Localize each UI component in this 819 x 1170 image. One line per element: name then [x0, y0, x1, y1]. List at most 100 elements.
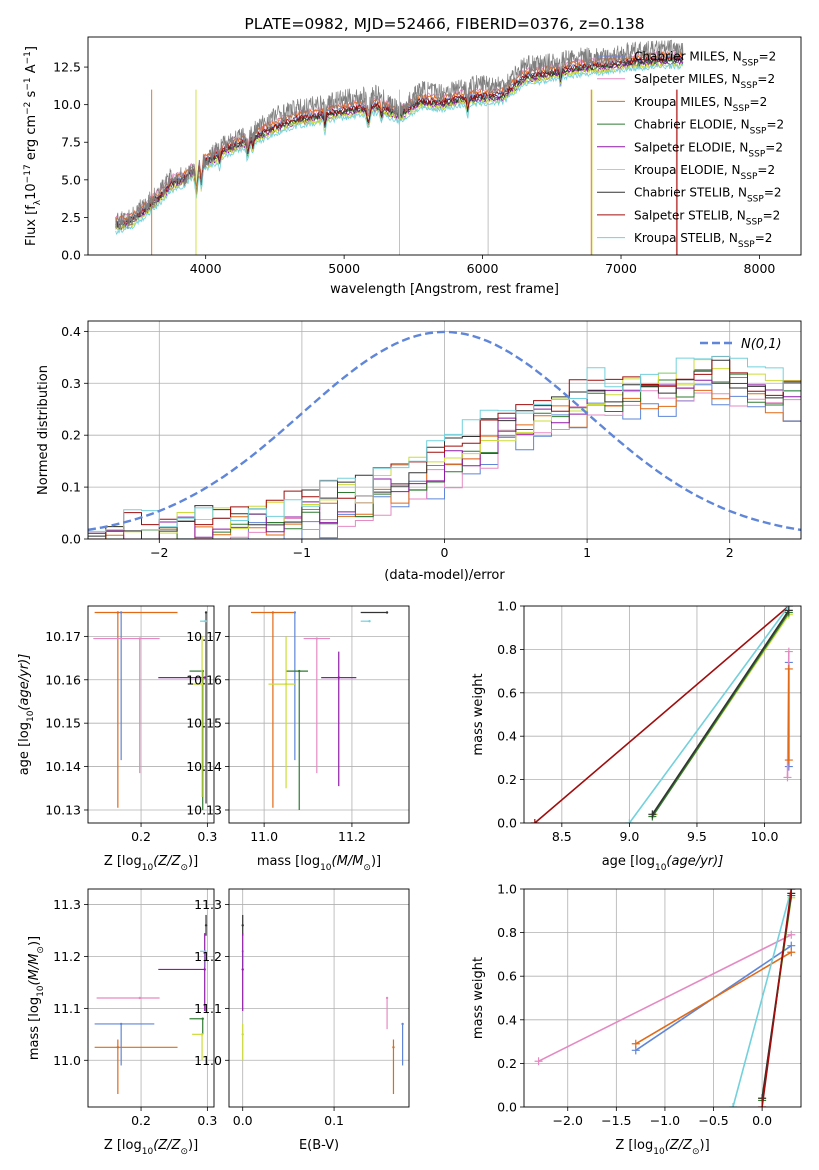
label-part: )] — [371, 854, 381, 869]
y-tick-label: 0.2 — [497, 1056, 517, 1071]
weight-marker-5 — [784, 606, 793, 615]
histogram-series-9 — [88, 355, 801, 539]
label-part: =2 — [755, 231, 773, 245]
y-tick-label: 11.3 — [53, 897, 81, 912]
label-part: (age/yr)] — [17, 654, 32, 711]
y-tick-label: 11.2 — [194, 949, 222, 964]
x-tick-label: 7000 — [605, 261, 637, 276]
x-tick-label: 5000 — [328, 261, 360, 276]
x-tick-label: 11.0 — [250, 829, 278, 844]
label-part: age [log — [17, 722, 32, 775]
plot-area — [229, 889, 409, 1107]
panel-7: 0.0 0.1 11.0 11.1 11.2 11.3 — [194, 888, 410, 1128]
x-tick-label: 1 — [583, 545, 591, 560]
legend-entry-9: Kroupa STELIB, NSSP=2 — [634, 231, 772, 250]
label-part: 10 — [26, 710, 36, 722]
label-part: )] — [188, 1138, 198, 1153]
y-tick-label: 10.0 — [53, 97, 81, 112]
label-part: SSP — [733, 104, 750, 114]
y-tick-label: 11.0 — [194, 1053, 222, 1068]
label-part: −2 — [23, 102, 33, 115]
label-part: −1 — [23, 77, 33, 90]
data-point-1 — [116, 611, 120, 614]
y-tick-label: 0.3 — [61, 376, 81, 391]
x-tick-label: 6000 — [467, 261, 499, 276]
y-tick-label: 10.17 — [186, 629, 222, 644]
label-part: Chabrier MILES, N — [634, 50, 742, 64]
data-point-4 — [241, 1033, 244, 1036]
label-part: SSP — [741, 172, 758, 182]
label-part: erg cm — [24, 115, 39, 164]
x-tick-label: 0.3 — [197, 829, 217, 844]
y-tick-label: 0.8 — [497, 642, 517, 657]
y-tick-label: 10.14 — [186, 759, 222, 774]
y-tick-label: 10.16 — [45, 672, 81, 687]
weight-marker-8 — [784, 756, 793, 765]
weight-marker-8 — [758, 1103, 767, 1107]
y-tick-label: 0.0 — [497, 1100, 517, 1115]
y-axis-label: Flux [fλ10−17 erg cm−2 s−1 A−1] — [23, 46, 43, 246]
plot-area — [88, 889, 214, 1107]
y-tick-label: 11.1 — [53, 1001, 81, 1016]
axes-frame — [523, 605, 802, 824]
label-part: =2 — [766, 118, 784, 132]
axes-frame — [87, 888, 215, 1108]
axes-frame — [228, 605, 410, 824]
legend: Chabrier MILES, N SSP =2 Salpeter MILES, NS… — [597, 50, 784, 250]
label-part: )] — [27, 936, 42, 946]
x-tick-label: −1.5 — [601, 1113, 631, 1128]
label-part: Chabrier STELIB, N — [634, 186, 747, 200]
label-part: SSP — [746, 217, 763, 227]
y-tick-label: 11.1 — [194, 1001, 222, 1016]
data-point-6 — [200, 682, 204, 686]
label-part: Kroupa ELODIE, N — [634, 163, 741, 177]
label-part: ⊙ — [36, 946, 46, 954]
y-tick-label: 10.15 — [186, 716, 222, 731]
y-axis-label: mass weight — [471, 957, 486, 1039]
data-point-8 — [204, 950, 207, 953]
label-part: (M/M — [27, 954, 42, 986]
plot-area — [524, 889, 801, 1107]
label-part: )] — [700, 1138, 710, 1153]
weight-marker-5 — [648, 810, 657, 819]
data-point-2 — [119, 611, 123, 614]
data-point-2 — [119, 1022, 123, 1026]
panel-2: −2 −1 0 1 2 0.0 0.1 0.2 0.3 0.4 (data-model)/error… — [36, 320, 802, 583]
label-part: mass [log — [27, 997, 42, 1060]
data-point-5 — [201, 1017, 204, 1020]
x-tick-label: −2 — [150, 545, 168, 560]
label-part: 10 — [653, 1147, 665, 1157]
weight-marker-8 — [784, 664, 793, 673]
data-point-1 — [241, 924, 244, 927]
label-part: 10 — [24, 183, 39, 200]
legend-entry-2: Salpeter MILES, NSSP=2 — [634, 72, 775, 91]
y-axis-label: age [log10(age/yr)] — [17, 654, 36, 776]
label-part: ⊙ — [363, 863, 371, 873]
y-tick-label: 10.13 — [45, 802, 81, 817]
y-tick-label: 0.4 — [61, 324, 81, 339]
data-point-1 — [116, 1046, 120, 1049]
label-part: Flux [f — [24, 205, 39, 246]
x-axis-label: E(B-V) — [299, 1138, 339, 1153]
weight-line-1 — [534, 606, 790, 823]
data-point-4 — [203, 968, 206, 971]
y-tick-label: 0.0 — [61, 248, 81, 263]
label-part: (Z/Z — [153, 1138, 181, 1153]
x-axis-label: wavelength [Angstrom, rest frame] — [330, 282, 559, 297]
weight-marker-2 — [625, 819, 634, 823]
data-point-7 — [204, 924, 208, 927]
x-tick-label: −1.0 — [650, 1113, 680, 1128]
label-part: −1 — [23, 51, 33, 64]
label-part: Kroupa MILES, N — [634, 95, 733, 109]
y-tick-label: 0.4 — [497, 729, 517, 744]
weight-line-2 — [628, 606, 790, 823]
label-part: A — [24, 64, 39, 77]
y-tick-label: 0.6 — [497, 969, 517, 984]
x-tick-label: 0.2 — [131, 829, 151, 844]
label-part: (Z/Z — [153, 854, 181, 869]
x-tick-label: 11.2 — [338, 829, 366, 844]
y-tick-label: 2.5 — [61, 210, 81, 225]
weight-line-5 — [651, 609, 790, 815]
weight-marker-8 — [787, 889, 796, 893]
data-point-4 — [203, 676, 206, 679]
